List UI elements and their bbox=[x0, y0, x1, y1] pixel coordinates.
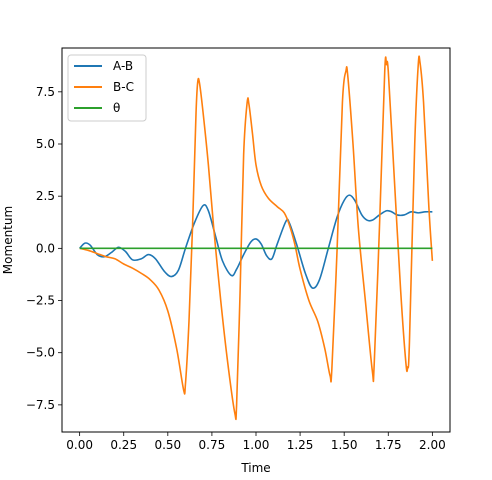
series-line-2 bbox=[79, 55, 434, 421]
legend-label-2: B-C bbox=[113, 80, 134, 94]
x-tick-label: 1.00 bbox=[243, 438, 270, 452]
x-tick-label: 2.00 bbox=[419, 438, 446, 452]
x-axis-label: Time bbox=[240, 461, 270, 475]
x-tick-label: 1.50 bbox=[331, 438, 358, 452]
y-tick-label: −2.5 bbox=[26, 294, 55, 308]
x-axis-ticks: 0.00 0.25 0.50 0.75 1.00 1.25 1.50 1.75 2.00 bbox=[66, 432, 446, 452]
y-tick-label: 7.5 bbox=[36, 85, 55, 99]
x-tick-label: 0.25 bbox=[110, 438, 137, 452]
y-tick-label: −5.0 bbox=[26, 346, 55, 360]
x-tick-label: 0.75 bbox=[199, 438, 226, 452]
y-tick-label: −7.5 bbox=[26, 398, 55, 412]
y-axis-ticks: −7.5 −5.0 −2.5 0.0 2.5 5.0 7.5 bbox=[26, 85, 62, 412]
series-line-1 bbox=[79, 194, 433, 289]
legend-label-3: θ bbox=[113, 101, 120, 115]
x-tick-label: 0.00 bbox=[66, 438, 93, 452]
y-tick-label: 0.0 bbox=[36, 241, 55, 255]
legend: A-B B-C θ bbox=[67, 54, 147, 122]
y-tick-label: 2.5 bbox=[36, 189, 55, 203]
y-axis-label: Momentum bbox=[1, 206, 15, 274]
x-tick-label: 0.50 bbox=[154, 438, 181, 452]
legend-box bbox=[67, 54, 147, 122]
x-tick-label: 1.25 bbox=[287, 438, 314, 452]
y-tick-label: 5.0 bbox=[36, 137, 55, 151]
legend-label-1: A-B bbox=[113, 59, 133, 73]
x-tick-label: 1.75 bbox=[375, 438, 402, 452]
series-layer bbox=[79, 55, 434, 421]
